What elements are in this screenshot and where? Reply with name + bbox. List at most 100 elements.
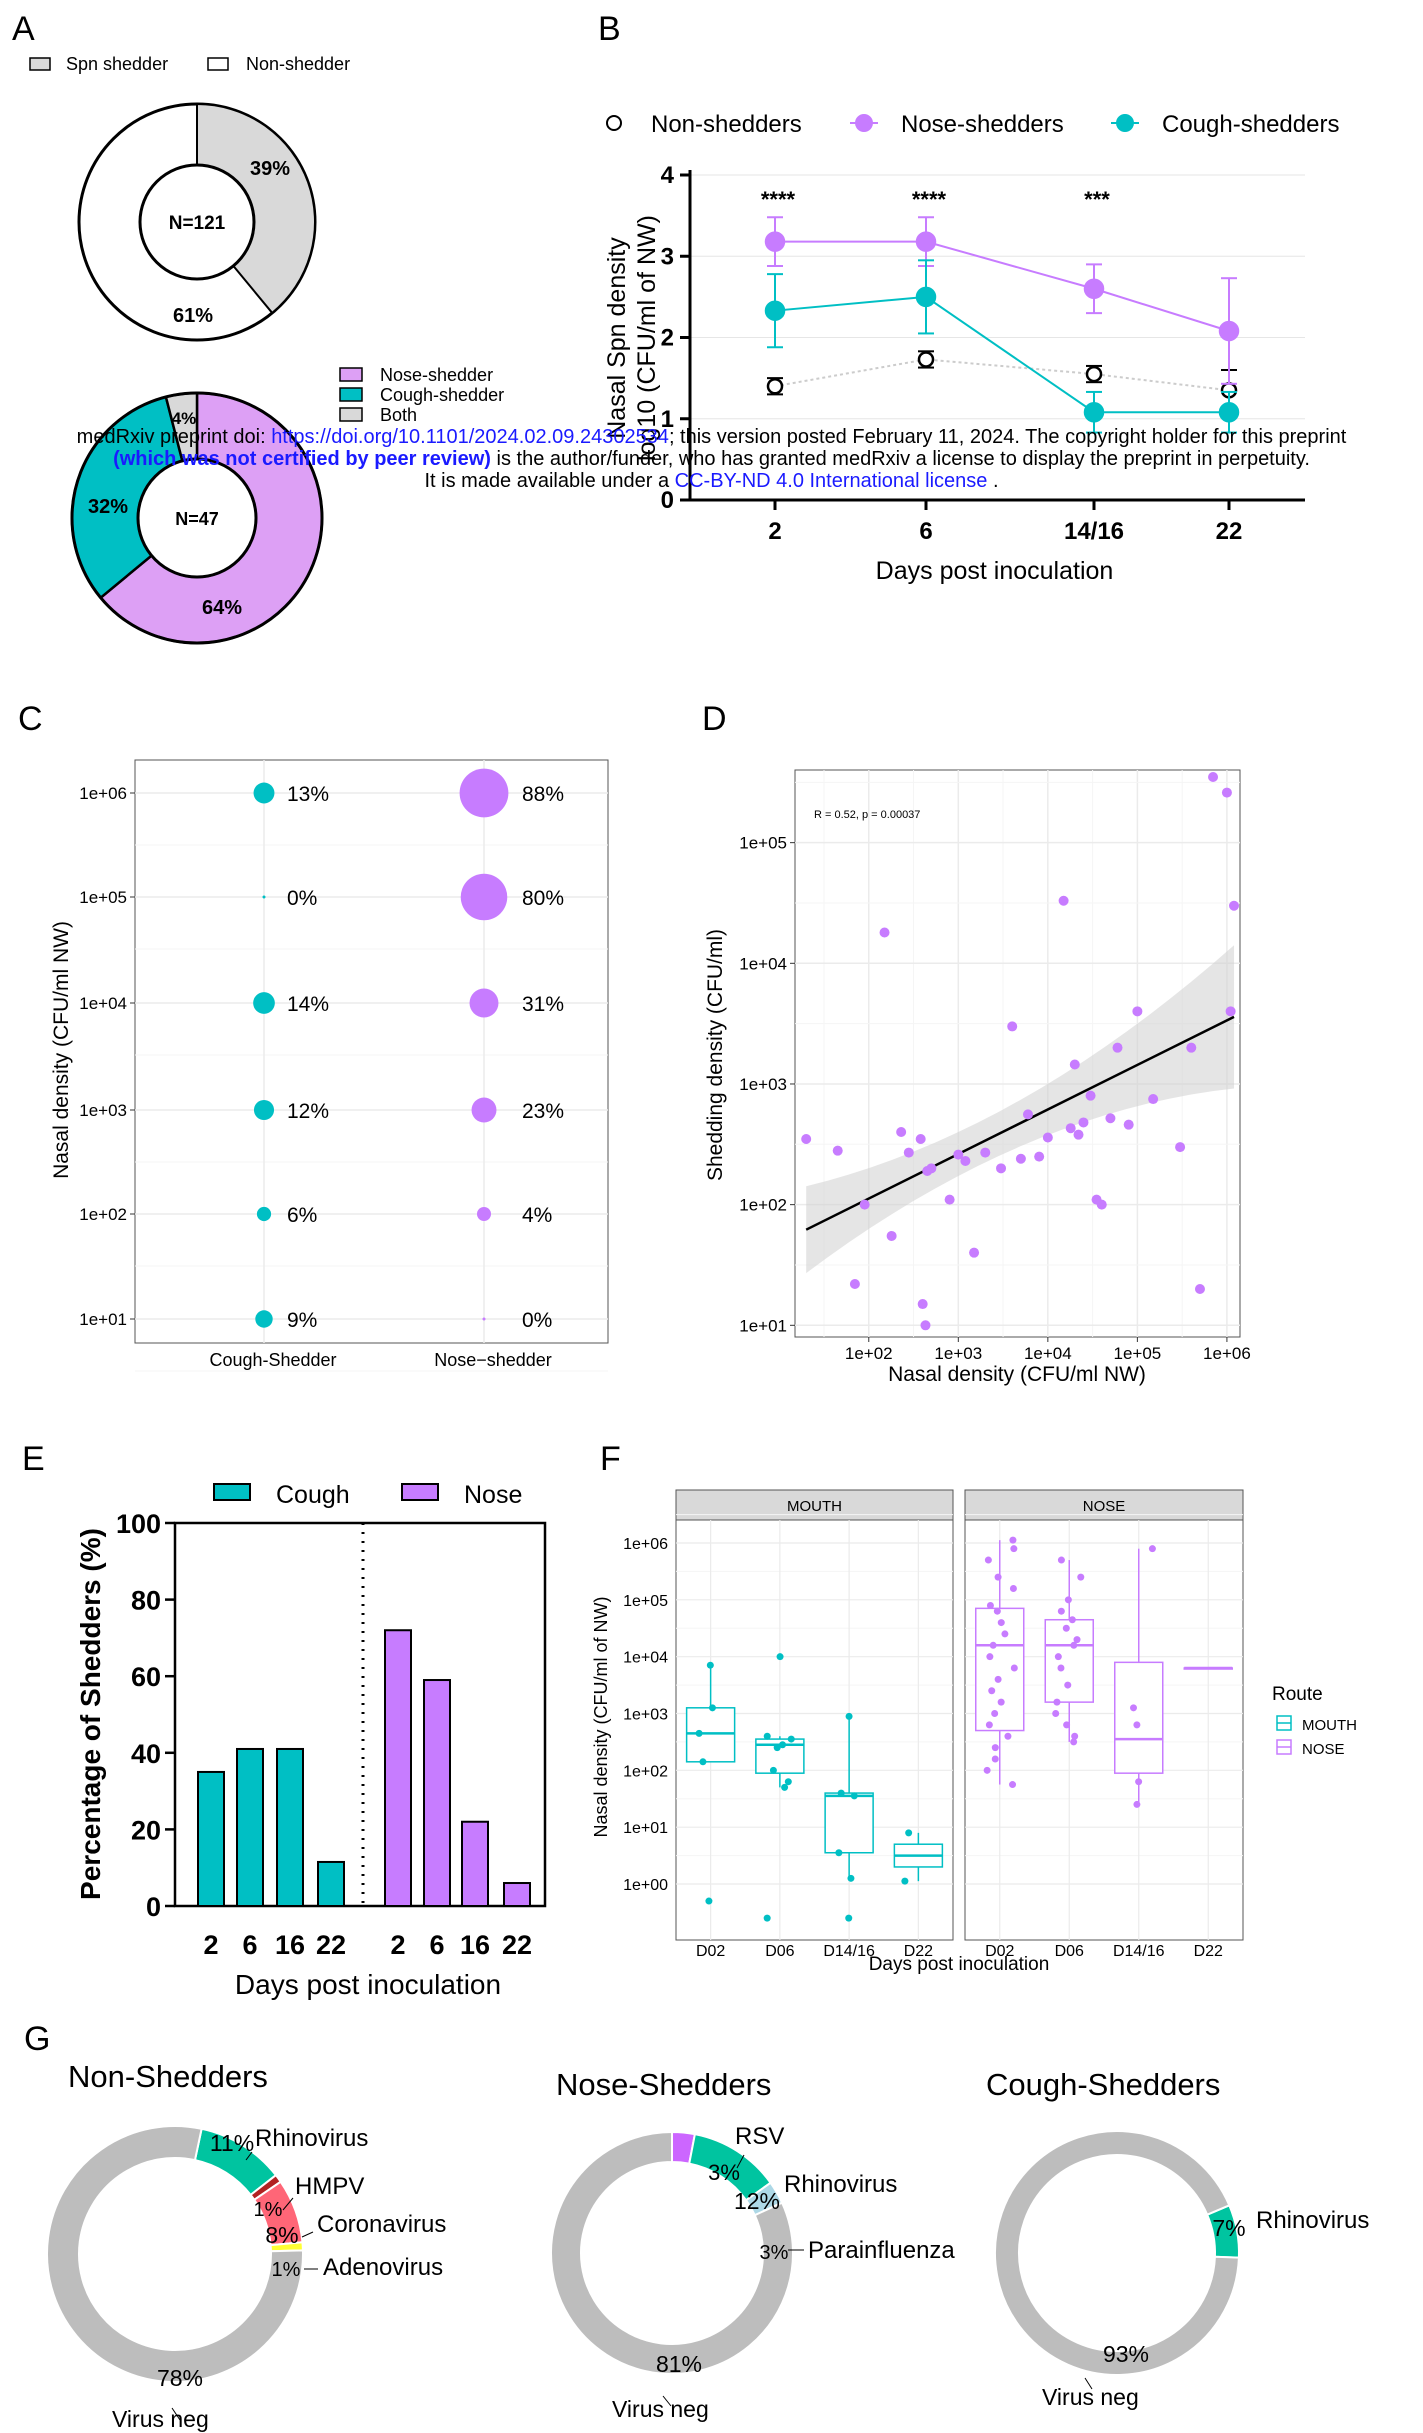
- y-tick-label: 1e+06: [623, 1536, 668, 1553]
- slice-percent-label: 8%: [265, 2222, 298, 2248]
- x-tick-label: Cough-Shedder: [209, 1350, 336, 1370]
- jitter-point: [1133, 1800, 1141, 1808]
- significance-label: ***: [1084, 187, 1110, 212]
- jitter-point: [1010, 1664, 1018, 1672]
- jitter-point: [988, 1687, 996, 1695]
- legend-swatch-both: [339, 407, 363, 422]
- x-tick-label: 2: [768, 518, 781, 545]
- jitter-point: [1068, 1616, 1076, 1624]
- regression-line: [805, 1015, 1235, 1231]
- scatter-point: [1148, 1094, 1159, 1105]
- legend-label-cough-shedders: Cough-shedders: [1162, 111, 1339, 138]
- slice-percent-label: 11%: [210, 2130, 254, 2156]
- jitter-point: [991, 1710, 999, 1717]
- y-axis-title: Percentage of Shedders (%): [75, 1528, 106, 1900]
- jitter-point: [984, 1556, 992, 1564]
- jitter-point: [1053, 1698, 1061, 1706]
- jitter-point: [991, 1755, 999, 1763]
- y-tick-label: 1e+02: [79, 1205, 127, 1224]
- bubble-point: [482, 1317, 486, 1321]
- y-axis-title: Shedding density (CFU/ml): [704, 929, 727, 1181]
- x-tick-label: 1e+02: [845, 1344, 893, 1363]
- y-axis-title-line-1: Nasal Spn density: [603, 237, 631, 439]
- facet-strip-label: MOUTH: [787, 1498, 842, 1515]
- jitter-point: [985, 1721, 993, 1729]
- jitter-point: [1054, 1653, 1062, 1661]
- correlation-annotation: R = 0.52, p = 0.00037: [814, 809, 920, 821]
- x-tick-label: 16: [460, 1930, 490, 1960]
- jitter-point: [706, 1661, 714, 1669]
- jitter-point: [1070, 1738, 1078, 1746]
- bubble-point: [477, 1207, 491, 1221]
- bubble-label: 31%: [522, 993, 564, 1016]
- jitter-point: [769, 1766, 777, 1774]
- plot-c-frame: [134, 759, 609, 1344]
- slice-name-label: Rhinovirus: [255, 2125, 368, 2152]
- bubble-label: 6%: [287, 1204, 317, 1227]
- confidence-band: [806, 945, 1235, 1274]
- watermark-line-2: (which was not certified by peer review)…: [113, 448, 1310, 470]
- license-link[interactable]: CC-BY-ND 4.0 International license: [674, 470, 988, 492]
- y-axis-title: Nasal density (CFU/ml NW): [50, 921, 73, 1179]
- bar-nose: [384, 1629, 412, 1907]
- y-tick-label: 1e+01: [79, 1310, 127, 1329]
- scatter-point: [915, 1133, 926, 1144]
- jitter-point: [1004, 1732, 1012, 1740]
- y-tick-label: 20: [131, 1815, 161, 1845]
- x-tick-label: 14/16: [1064, 518, 1124, 545]
- donut-a1-hole: [138, 163, 256, 281]
- jitter-point: [994, 1675, 1002, 1683]
- scatter-point: [849, 1278, 860, 1289]
- bubble-label: 4%: [522, 1204, 552, 1227]
- x-tick-label: 2: [203, 1930, 218, 1960]
- x-tick-label: 1e+05: [1114, 1344, 1162, 1363]
- scatter-point: [1073, 1129, 1084, 1140]
- x-axis-title: Days post inoculation: [876, 557, 1114, 585]
- jitter-point: [901, 1877, 909, 1885]
- jitter-point: [779, 1741, 787, 1749]
- y-tick-label: 1e+03: [739, 1075, 787, 1094]
- data-point-non-shedders: [917, 351, 935, 368]
- bubble-point: [255, 1310, 273, 1328]
- donut-g2-hole: [581, 2162, 763, 2344]
- donut-a2-center-label: N=47: [175, 509, 219, 529]
- legend-label-nose: NOSE: [1302, 1741, 1345, 1758]
- jitter-point: [1001, 1630, 1009, 1638]
- donut-a1-center-label: N=121: [169, 213, 226, 234]
- slice-name-label: Rhinovirus: [784, 2171, 897, 2198]
- jitter-point: [1010, 1545, 1018, 1553]
- donut-g1-hole: [79, 2158, 271, 2350]
- bubble-label: 9%: [287, 1309, 317, 1332]
- legend-marker-non-shedders: [606, 115, 622, 131]
- jitter-point: [1129, 1704, 1137, 1712]
- data-point-non-shedders: [1085, 365, 1103, 383]
- x-tick-label: Nose−shedder: [434, 1350, 552, 1370]
- box-iqr: [824, 1792, 874, 1854]
- y-tick-label: 0: [146, 1892, 161, 1922]
- x-tick-label: 6: [429, 1930, 444, 1960]
- jitter-point: [773, 1744, 781, 1752]
- scatter-point: [1085, 1090, 1096, 1101]
- scatter-point: [1042, 1132, 1053, 1143]
- doi-link[interactable]: https://doi.org/10.1101/2024.02.09.24302…: [271, 426, 669, 448]
- x-axis-title: Nasal density (CFU/ml NW): [888, 1363, 1146, 1386]
- jitter-point: [845, 1712, 853, 1720]
- jitter-point: [695, 1729, 703, 1737]
- scatter-point: [1208, 771, 1219, 782]
- donut-g1-title: Non-Shedders: [68, 2059, 268, 2094]
- leader-line: [282, 2197, 294, 2211]
- x-tick-label: 1e+04: [1024, 1344, 1072, 1363]
- jitter-point: [1064, 1681, 1072, 1689]
- jitter-point: [1062, 1624, 1070, 1632]
- jitter-point: [850, 1792, 858, 1800]
- x-axis-title: Days post inoculation: [235, 1969, 501, 2000]
- legend-swatch-cough: [213, 1483, 251, 1501]
- bubble-label: 88%: [522, 783, 564, 806]
- bar-cough: [236, 1747, 264, 1907]
- data-point-non-shedders: [766, 378, 784, 395]
- slice-percent-label: 3%: [708, 2160, 740, 2185]
- jitter-point: [1064, 1596, 1072, 1604]
- jitter-point: [994, 1573, 1002, 1581]
- x-tick-label: D22: [1194, 1943, 1223, 1960]
- data-point-nose-shedders: [1083, 278, 1105, 299]
